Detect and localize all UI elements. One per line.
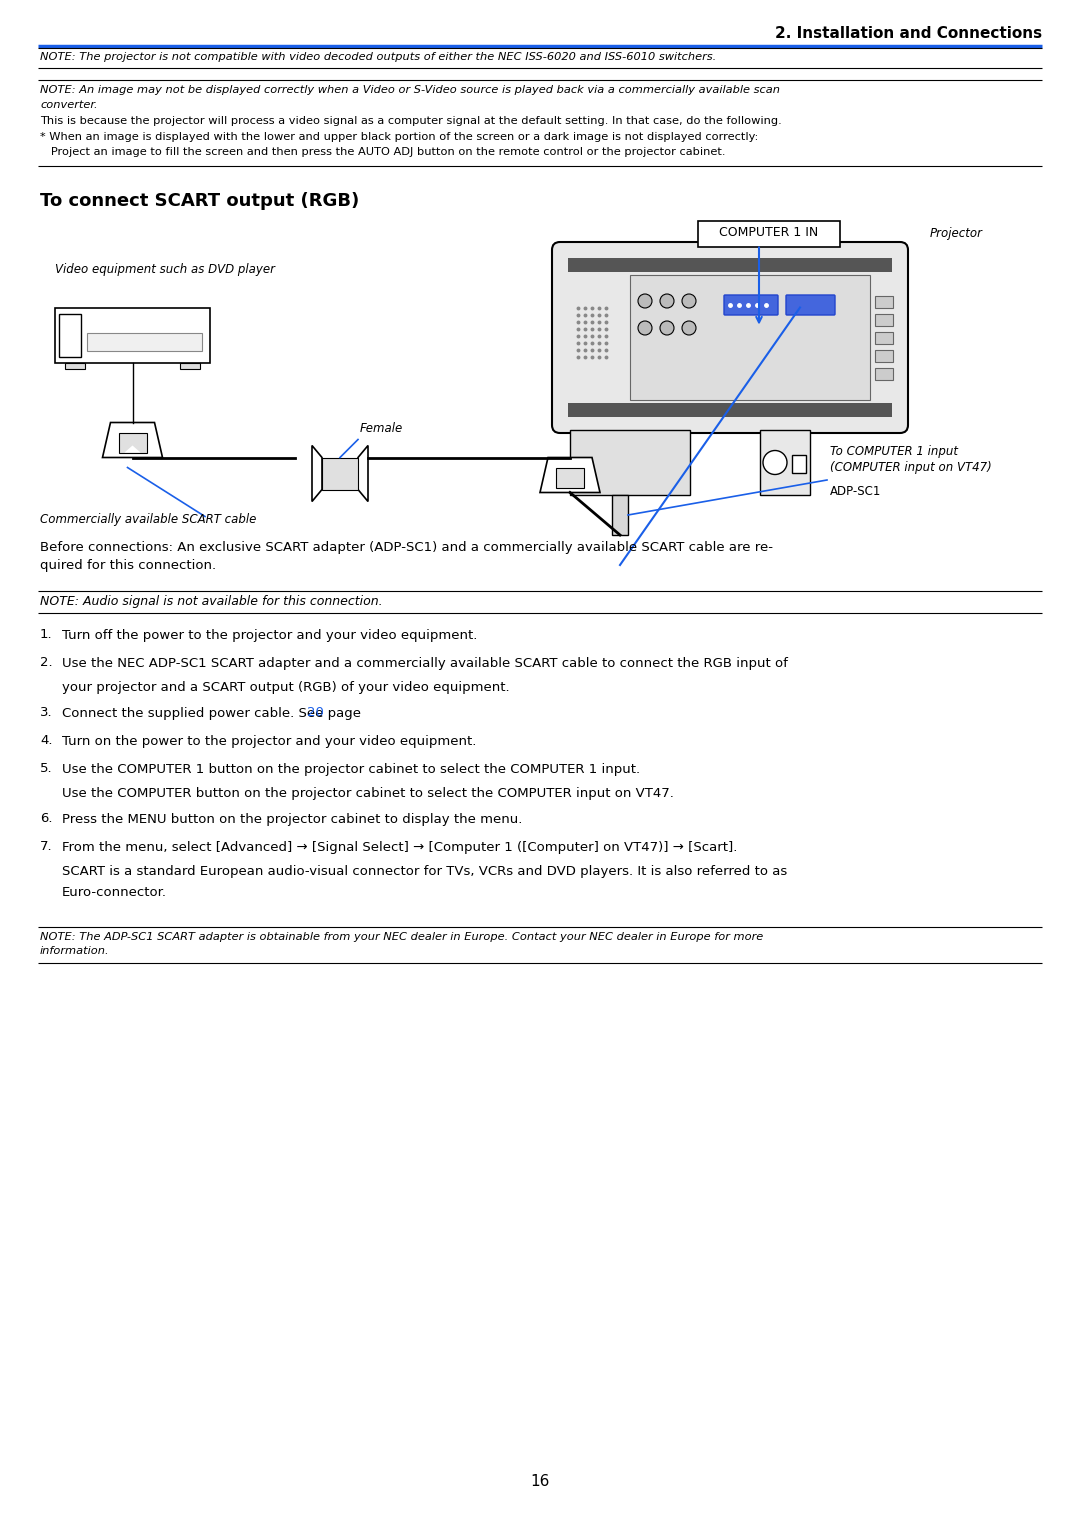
Circle shape [638, 320, 652, 336]
Circle shape [638, 295, 652, 308]
Bar [59, 313, 81, 357]
Polygon shape [312, 446, 322, 502]
Bar [568, 403, 892, 417]
Text: Use the COMPUTER 1 button on the projector cabinet to select the COMPUTER 1 inpu: Use the COMPUTER 1 button on the project… [62, 763, 640, 775]
Text: Use the NEC ADP-SC1 SCART adapter and a commercially available SCART cable to co: Use the NEC ADP-SC1 SCART adapter and a … [62, 656, 788, 670]
Text: NOTE: The projector is not compatible with video decoded outputs of either the N: NOTE: The projector is not compatible wi… [40, 52, 716, 63]
Text: COMPUTER 1 IN: COMPUTER 1 IN [719, 226, 819, 238]
Text: ADP-SC1: ADP-SC1 [831, 485, 881, 497]
Text: Use the COMPUTER button on the projector cabinet to select the COMPUTER input on: Use the COMPUTER button on the projector… [62, 786, 674, 800]
Bar [65, 363, 85, 368]
Text: Connect the supplied power cable. See page: Connect the supplied power cable. See pa… [62, 707, 365, 719]
Bar [630, 275, 870, 400]
Circle shape [660, 295, 674, 308]
Text: NOTE: Audio signal is not available for this connection.: NOTE: Audio signal is not available for … [40, 595, 382, 609]
Text: your projector and a SCART output (RGB) of your video equipment.: your projector and a SCART output (RGB) … [62, 681, 510, 693]
Bar [760, 430, 810, 494]
Bar [55, 308, 210, 363]
Text: (COMPUTER input on VT47): (COMPUTER input on VT47) [831, 461, 991, 475]
Text: Turn off the power to the projector and your video equipment.: Turn off the power to the projector and … [62, 629, 477, 641]
Text: Euro-connector.: Euro-connector. [62, 887, 167, 899]
Circle shape [681, 320, 696, 336]
Text: Turn on the power to the projector and your video equipment.: Turn on the power to the projector and y… [62, 734, 476, 748]
Text: 2.: 2. [40, 656, 53, 670]
Text: information.: information. [40, 946, 110, 957]
Bar [875, 368, 893, 380]
Text: Project an image to fill the screen and then press the AUTO ADJ button on the re: Project an image to fill the screen and … [40, 146, 726, 157]
Text: SCART is a standard European audio-visual connector for TVs, VCRs and DVD player: SCART is a standard European audio-visua… [62, 865, 787, 877]
Bar [322, 458, 357, 490]
Text: 16: 16 [530, 1474, 550, 1489]
Circle shape [681, 295, 696, 308]
Text: NOTE: An image may not be displayed correctly when a Video or S-Video source is : NOTE: An image may not be displayed corr… [40, 85, 780, 95]
Bar [119, 432, 147, 453]
Bar [568, 258, 892, 272]
Bar [875, 331, 893, 343]
Text: Female: Female [360, 423, 403, 435]
Text: Commercially available SCART cable: Commercially available SCART cable [40, 513, 256, 525]
Text: 4.: 4. [40, 734, 53, 748]
Bar [875, 313, 893, 325]
Text: This is because the projector will process a video signal as a computer signal a: This is because the projector will proce… [40, 116, 782, 127]
Polygon shape [124, 446, 140, 453]
Bar [612, 494, 627, 536]
Text: 7.: 7. [40, 841, 53, 853]
Text: Before connections: An exclusive SCART adapter (ADP-SC1) and a commercially avai: Before connections: An exclusive SCART a… [40, 540, 773, 554]
Text: To COMPUTER 1 input: To COMPUTER 1 input [831, 446, 958, 458]
Text: Projector: Projector [930, 227, 983, 241]
Circle shape [660, 320, 674, 336]
Text: 2. Installation and Connections: 2. Installation and Connections [774, 26, 1042, 41]
Bar [875, 349, 893, 362]
Circle shape [762, 450, 787, 475]
Text: * When an image is displayed with the lower and upper black portion of the scree: * When an image is displayed with the lo… [40, 131, 758, 142]
Bar [792, 455, 806, 473]
Polygon shape [103, 423, 162, 458]
Text: Video equipment such as DVD player: Video equipment such as DVD player [55, 262, 275, 276]
Bar [570, 430, 690, 494]
FancyBboxPatch shape [786, 295, 835, 314]
Text: 6.: 6. [40, 812, 53, 826]
Text: NOTE: The ADP-SC1 SCART adapter is obtainable from your NEC dealer in Europe. Co: NOTE: The ADP-SC1 SCART adapter is obtai… [40, 931, 764, 942]
Bar [87, 333, 202, 351]
Text: 3.: 3. [40, 707, 53, 719]
Bar [180, 363, 200, 368]
Bar [875, 296, 893, 308]
Bar [556, 467, 584, 487]
Polygon shape [357, 446, 368, 502]
Text: 20: 20 [307, 707, 324, 719]
Polygon shape [540, 458, 600, 493]
Text: 5.: 5. [40, 763, 53, 775]
Text: .: . [319, 707, 323, 719]
FancyBboxPatch shape [698, 220, 840, 247]
Text: To connect SCART output (RGB): To connect SCART output (RGB) [40, 192, 360, 211]
Text: 1.: 1. [40, 629, 53, 641]
FancyBboxPatch shape [552, 243, 908, 433]
Text: converter.: converter. [40, 101, 97, 110]
Text: Press the MENU button on the projector cabinet to display the menu.: Press the MENU button on the projector c… [62, 812, 523, 826]
Text: From the menu, select [Advanced] → [Signal Select] → [Computer 1 ([Computer] on : From the menu, select [Advanced] → [Sign… [62, 841, 738, 853]
FancyBboxPatch shape [724, 295, 778, 314]
Text: quired for this connection.: quired for this connection. [40, 559, 216, 572]
